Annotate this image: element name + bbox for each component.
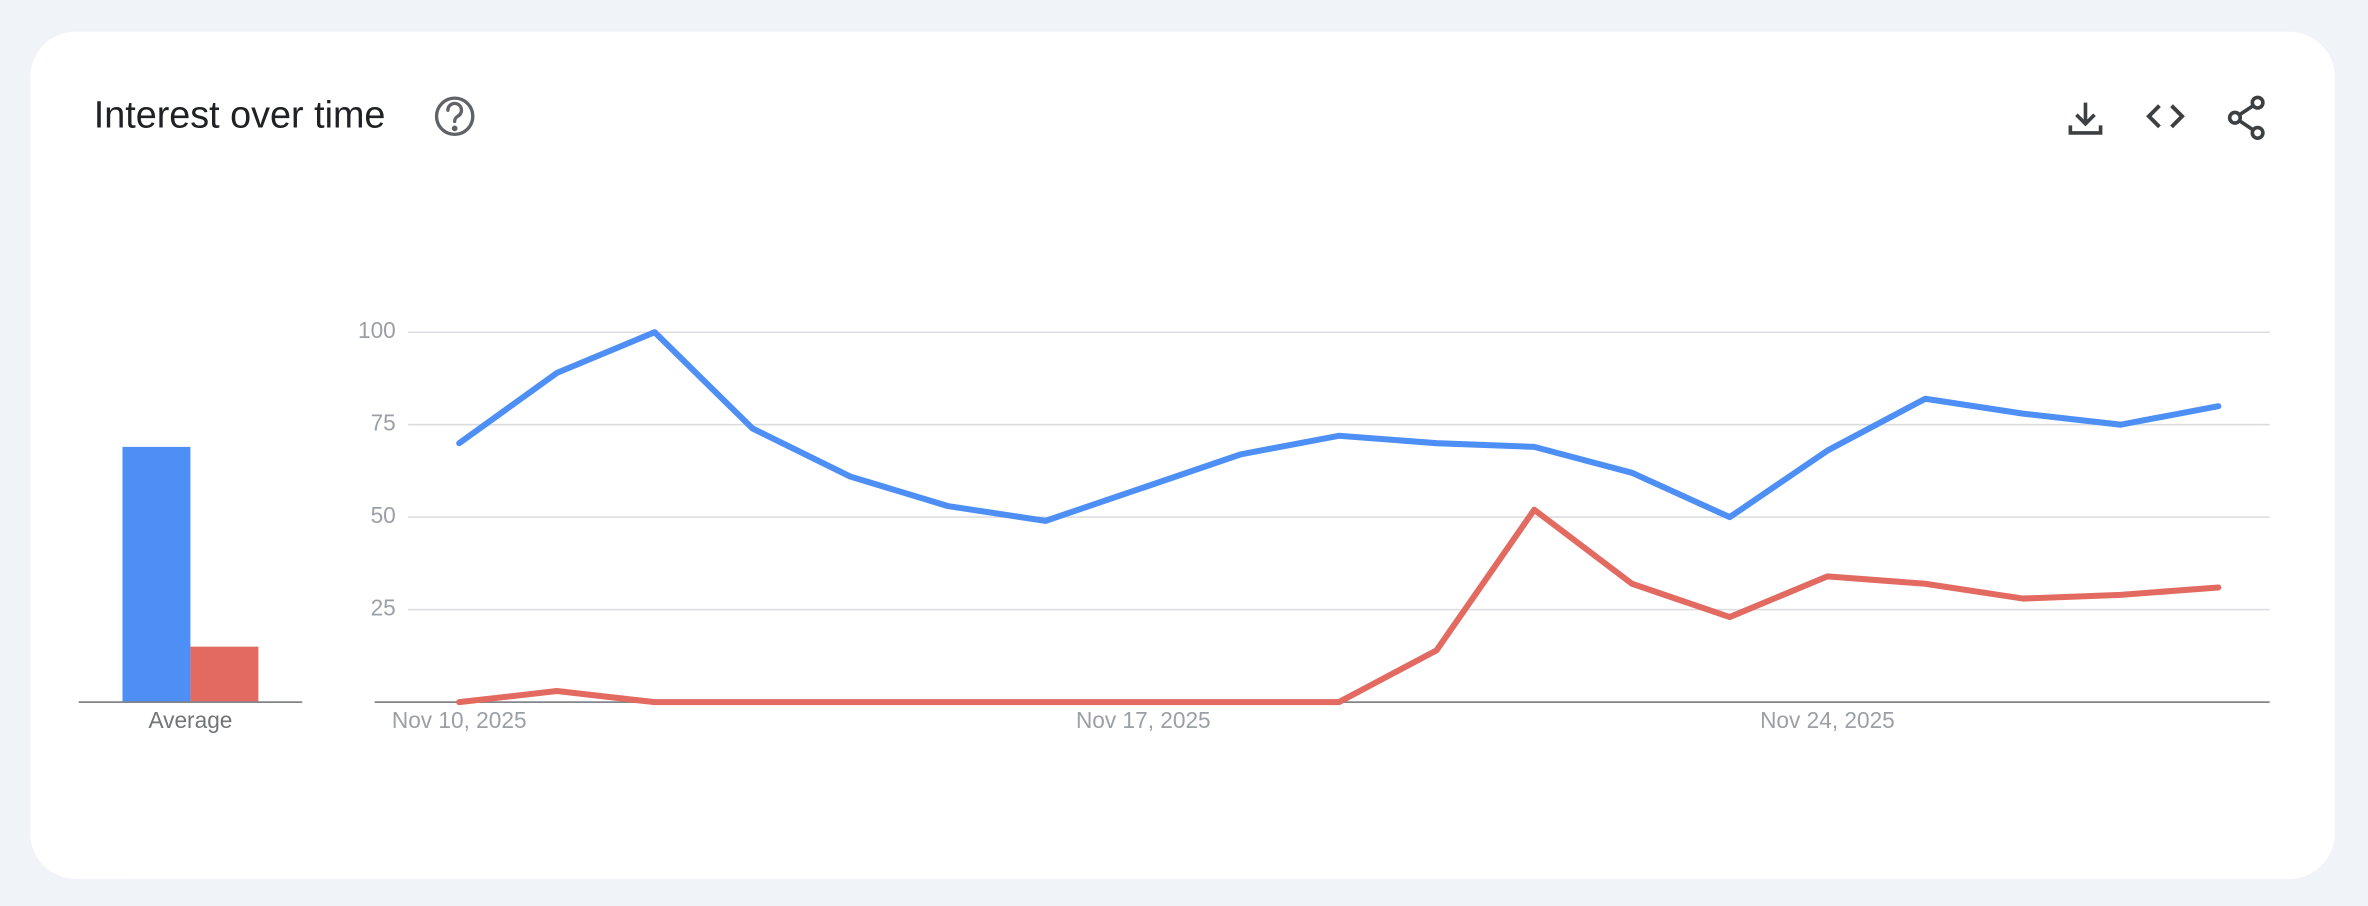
card [30,31,2335,879]
average-label: Average [148,707,232,733]
y-tick-label: 50 [371,502,396,528]
line-series [456,506,2222,706]
y-tick-label: 100 [358,317,396,343]
help-icon[interactable] [434,96,475,137]
line-series [456,329,2222,524]
y-tick-label: 25 [371,595,396,621]
x-tick-label: Nov 17, 2025 [1076,707,1211,733]
x-tick-label: Nov 24, 2025 [1760,707,1895,733]
download-icon[interactable] [2068,102,2103,135]
average-bar [122,446,191,703]
share-icon[interactable] [2227,95,2265,140]
y-tick-label: 75 [371,410,396,436]
x-tick-label: Nov 10, 2025 [392,707,527,733]
average-bar [190,646,259,703]
chart-title: Interest over time [94,94,386,136]
embed-icon[interactable] [2146,104,2185,129]
